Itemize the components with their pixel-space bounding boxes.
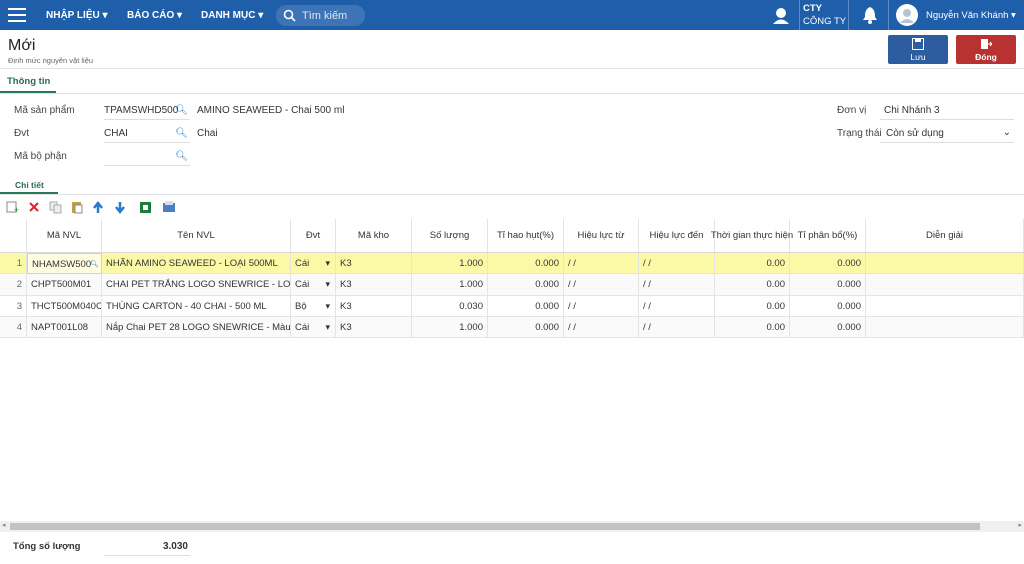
field-label: Đvt: [14, 128, 29, 139]
menu-item[interactable]: NHẬP LIỆU ▾: [46, 10, 108, 21]
menu-icon[interactable]: [8, 8, 26, 22]
grid-cell[interactable]: 1.000: [412, 274, 488, 296]
grid-cell[interactable]: 0.00: [715, 253, 790, 275]
grid-cell[interactable]: 1.000: [412, 253, 488, 275]
company-code: CTY: [803, 3, 822, 14]
column-header: Diễn giải: [866, 219, 1024, 253]
unit-code[interactable]: CHAI 🔍︎: [104, 125, 190, 143]
column-header: Hiệu lực từ: [564, 219, 639, 253]
grid-cell[interactable]: K3: [336, 316, 412, 339]
grid-cell[interactable]: K3: [336, 274, 412, 296]
tab-main[interactable]: Thông tin: [0, 70, 56, 93]
grid-cell[interactable]: Cái ▾: [291, 274, 336, 296]
column-header: Tên NVL: [102, 219, 291, 253]
grid-cell[interactable]: Bộ ▾: [291, 295, 336, 317]
column-header: Hiệu lực đến: [639, 219, 715, 253]
grid-cell[interactable]: 0.000: [488, 295, 564, 317]
grid-cell[interactable]: 0.000: [790, 295, 866, 317]
grid-cell[interactable]: K3: [336, 295, 412, 317]
close-button[interactable]: Đóng: [956, 35, 1016, 64]
branch[interactable]: Chi Nhánh 3: [880, 102, 1014, 120]
grid-cell[interactable]: 0.00: [715, 316, 790, 339]
column-header: Tỉ phân bổ(%): [790, 219, 866, 253]
grid-cell[interactable]: Cái ▾: [291, 253, 336, 275]
detail-grid: Mã NVL Tên NVL Đvt Mã kho Số lượng Tỉ hao hụt…: [0, 219, 1024, 521]
dept-code[interactable]: 🔍︎: [104, 148, 190, 166]
grid-cell[interactable]: [866, 253, 1024, 275]
row-number: 1: [0, 253, 27, 275]
row-number: 3: [0, 295, 27, 317]
save-button[interactable]: Lưu: [888, 35, 948, 64]
top-bar: NHẬP LIỆU ▾ BÁO CÁO ▾ DANH MỤC ▾ Tìm kiế…: [0, 0, 1024, 30]
grid-cell[interactable]: 1.000: [412, 316, 488, 339]
field-label: Mã sản phẩm: [14, 105, 75, 116]
grid-cell[interactable]: NAPT001L08: [27, 316, 102, 339]
grid-cell[interactable]: 0.000: [790, 316, 866, 339]
bell-icon[interactable]: [861, 6, 879, 24]
grid-cell[interactable]: CHPT500M01: [27, 274, 102, 296]
header-cell: [0, 219, 27, 253]
grid-cell[interactable]: [866, 295, 1024, 317]
grid-cell[interactable]: / /: [564, 316, 639, 339]
support-icon[interactable]: [771, 5, 791, 25]
product-name: AMINO SEAWEED - Chai 500 ml: [197, 105, 345, 116]
column-header: Đvt: [291, 219, 336, 253]
page-title: Mới: [8, 37, 36, 54]
grid-cell[interactable]: / /: [564, 253, 639, 275]
menu-item[interactable]: BÁO CÁO ▾: [127, 10, 183, 21]
grid-cell[interactable]: / /: [639, 274, 715, 296]
grid-cell[interactable]: CHAI PET TRẮNG LOGO SNEWRICE - LOẠI ...: [102, 274, 291, 296]
svg-text:+: +: [14, 205, 19, 214]
grid-cell[interactable]: NHÃN AMINO SEAWEED - LOẠI 500ML: [102, 253, 291, 275]
row-number: 4: [0, 316, 27, 339]
total-value: 3.030: [104, 539, 190, 556]
grid-cell[interactable]: / /: [639, 295, 715, 317]
status-select[interactable]: Còn sử dụng ⌄: [880, 125, 1014, 143]
tab-detail[interactable]: Chi tiết: [0, 175, 58, 194]
grid-cell[interactable]: Cái ▾: [291, 316, 336, 339]
grid-cell[interactable]: Nắp Chai PET 28 LOGO SNEWRICE - Màu X...: [102, 316, 291, 339]
grid-cell[interactable]: [866, 274, 1024, 296]
unit-name: Chai: [197, 128, 218, 139]
total-label: Tổng số lượng: [13, 541, 81, 552]
grid-cell[interactable]: 0.000: [488, 316, 564, 339]
grid-cell[interactable]: 0.00: [715, 274, 790, 296]
grid-cell[interactable]: 0.000: [488, 253, 564, 275]
product-code[interactable]: TPAMSWHD500 🔍︎: [104, 102, 190, 120]
grid-cell[interactable]: 0.030: [412, 295, 488, 317]
search-placeholder: Tìm kiếm: [302, 10, 348, 22]
grid-cell[interactable]: / /: [564, 274, 639, 296]
user-name[interactable]: Nguyễn Văn Khánh ▾: [926, 10, 1016, 21]
grid-cell[interactable]: 0.000: [488, 274, 564, 296]
h-scrollbar[interactable]: ◂ ▸: [0, 521, 1024, 532]
grid-cell[interactable]: THCT500M040C0: [27, 295, 102, 317]
menu-item[interactable]: DANH MỤC ▾: [201, 10, 264, 21]
grid-cell[interactable]: NHAMSW500 🔍︎: [27, 253, 102, 275]
grid-cell[interactable]: / /: [639, 253, 715, 275]
grid-cell[interactable]: K3: [336, 253, 412, 275]
search-box[interactable]: Tìm kiếm: [276, 5, 365, 26]
grid-cell[interactable]: THÙNG CARTON - 40 CHAI - 500 ML: [102, 295, 291, 317]
column-header: Số lượng: [412, 219, 488, 253]
grid-cell[interactable]: / /: [639, 316, 715, 339]
toolbar: +: [6, 200, 175, 214]
avatar[interactable]: [896, 4, 918, 26]
column-header: Thời gian thực hiện: [711, 219, 793, 253]
column-header: Mã NVL: [27, 219, 102, 253]
field-label: Mã bộ phận: [14, 151, 67, 162]
grid-cell[interactable]: 0.00: [715, 295, 790, 317]
field-label: Đơn vị: [837, 105, 867, 116]
grid-cell[interactable]: / /: [564, 295, 639, 317]
column-header: Tỉ hao hụt(%): [488, 219, 564, 253]
field-label: Trạng thái: [837, 128, 882, 139]
grid-cell[interactable]: [866, 316, 1024, 339]
company-name: CÔNG TY: [803, 16, 847, 27]
grid-cell[interactable]: 0.000: [790, 274, 866, 296]
column-header: Mã kho: [336, 219, 412, 253]
row-number: 2: [0, 274, 27, 296]
grid-cell[interactable]: 0.000: [790, 253, 866, 275]
page-subtitle: Định mức nguyên vật liệu: [8, 56, 94, 65]
